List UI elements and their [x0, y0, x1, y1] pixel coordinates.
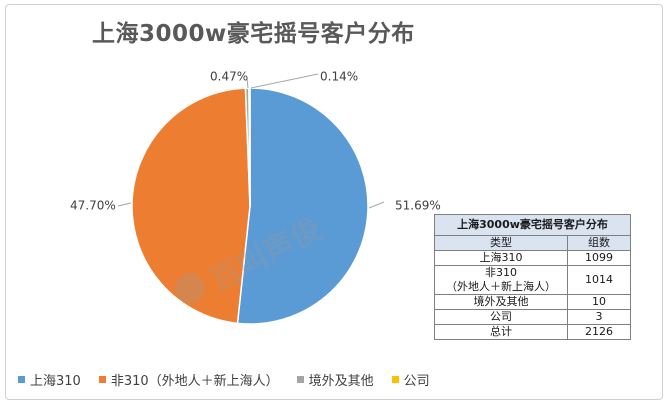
table-cell-type-text: 境外及其他	[473, 295, 529, 308]
table-cell-type: 上海310	[434, 250, 568, 266]
table-header-count: 组数	[567, 235, 631, 251]
leader-lines	[117, 73, 385, 209]
slice-labels: 51.69% 47.70% 0.47% 0.14%	[70, 70, 441, 213]
pie-slices	[131, 87, 369, 325]
legend-label: 境外及其他	[308, 374, 374, 389]
table-cell-count: 1099	[567, 250, 631, 266]
pie-slice	[131, 87, 251, 325]
legend-item: 上海310	[18, 370, 81, 389]
legend-swatch	[18, 376, 25, 383]
table-row: 上海310 1099	[434, 250, 631, 266]
table-cell-type-subtext: （外地人＋新上海人）	[446, 280, 556, 293]
slice-label: 0.14%	[320, 70, 358, 84]
table-cell-type: 非310 （外地人＋新上海人）	[434, 265, 568, 295]
leader-line	[246, 78, 249, 89]
legend-swatch	[98, 376, 106, 383]
chart-legend: 上海310 非310（外地人＋新上海人） 境外及其他 公司	[18, 370, 430, 389]
table-cell-count: 1014	[567, 265, 631, 295]
table-header-type: 类型	[434, 235, 568, 251]
pie-slice	[236, 87, 369, 325]
table-row: 境外及其他 10	[434, 294, 631, 310]
table-cell-type: 公司	[434, 309, 568, 325]
pie-slice	[248, 87, 251, 207]
legend-item: 境外及其他	[296, 370, 374, 389]
table-cell-type-text: 非310	[485, 266, 517, 279]
table-cell-type-text: 上海310	[479, 251, 523, 264]
legend-label: 非310（外地人＋新上海人）	[110, 374, 279, 389]
leader-line	[250, 73, 319, 89]
table-cell-type: 境外及其他	[434, 294, 568, 310]
legend-label: 公司	[403, 374, 430, 389]
table-cell-count: 10	[567, 294, 631, 310]
table-row: 公司 3	[434, 309, 631, 325]
table-row: 非310 （外地人＋新上海人） 1014	[434, 265, 631, 295]
table-cell-count: 2126	[567, 324, 631, 340]
slice-label: 51.69%	[395, 199, 441, 213]
legend-item: 非310（外地人＋新上海人）	[98, 370, 279, 389]
leader-line	[368, 201, 385, 209]
chart-title: 上海3000w豪宅摇号客户分布	[92, 21, 415, 47]
table-caption: 上海3000w豪宅摇号客户分布	[434, 214, 631, 236]
table-cell-type-text: 总计	[490, 325, 512, 338]
table-cell-type-text: 公司	[490, 310, 512, 323]
legend-label: 上海310	[30, 374, 81, 389]
table-row: 总计 2126	[434, 324, 631, 340]
table-cell-type: 总计	[434, 324, 568, 340]
legend-item: 公司	[391, 370, 430, 389]
legend-swatch	[296, 376, 304, 383]
table-cell-count: 3	[567, 309, 631, 325]
slice-label: 47.70%	[70, 199, 116, 213]
leader-line	[117, 202, 132, 207]
legend-swatch	[391, 376, 399, 383]
summary-table: 上海3000w豪宅摇号客户分布 类型 组数 上海310 1099 非310 （外…	[434, 214, 631, 340]
slice-label: 0.47%	[210, 70, 248, 84]
